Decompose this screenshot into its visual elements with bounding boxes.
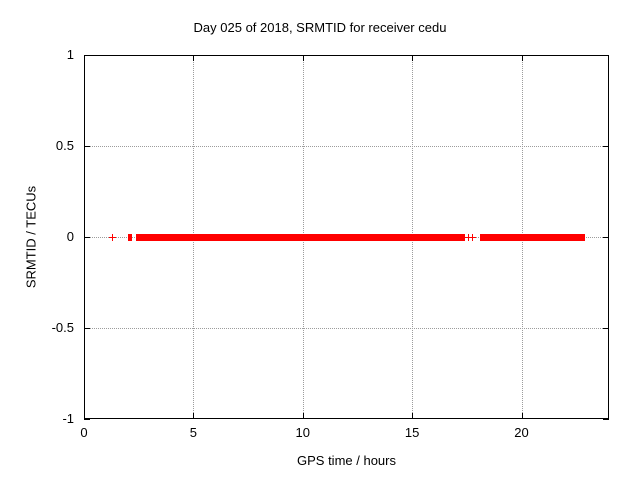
chart-title: Day 025 of 2018, SRMTID for receiver ced… bbox=[193, 20, 447, 35]
y-tick-label: 0 bbox=[66, 229, 74, 244]
y-tick-mark bbox=[603, 328, 609, 329]
y-tick-label: -1 bbox=[62, 411, 74, 426]
data-point-marker bbox=[469, 234, 477, 241]
y-tick-mark bbox=[84, 237, 90, 238]
data-segment bbox=[136, 234, 466, 241]
x-axis-label: GPS time / hours bbox=[297, 453, 396, 468]
data-point-marker bbox=[465, 234, 473, 241]
x-tick-mark bbox=[412, 55, 414, 61]
y-tick-mark bbox=[84, 146, 90, 147]
data-segment bbox=[479, 234, 585, 241]
plus-vertical-stroke bbox=[468, 234, 470, 241]
x-tick-mark bbox=[412, 413, 414, 419]
x-tick-label: 10 bbox=[295, 425, 310, 440]
y-tick-mark bbox=[84, 419, 90, 420]
y-gridline bbox=[84, 328, 609, 329]
plus-vertical-stroke bbox=[112, 234, 113, 241]
y-tick-label: 1 bbox=[66, 47, 74, 62]
y-tick-mark bbox=[603, 55, 609, 56]
y-tick-mark bbox=[84, 55, 90, 56]
y-tick-mark bbox=[603, 146, 609, 147]
x-tick-mark bbox=[193, 55, 195, 61]
data-point-marker bbox=[109, 234, 116, 241]
x-tick-mark bbox=[84, 55, 85, 61]
x-tick-mark bbox=[302, 55, 304, 61]
x-tick-mark bbox=[84, 413, 85, 419]
y-gridline bbox=[84, 146, 609, 147]
y-tick-mark bbox=[603, 237, 609, 238]
x-tick-label: 20 bbox=[514, 425, 529, 440]
x-tick-label: 15 bbox=[404, 425, 420, 440]
x-tick-label: 5 bbox=[189, 425, 197, 440]
data-segment bbox=[127, 234, 133, 241]
x-tick-mark bbox=[521, 413, 523, 419]
x-tick-mark bbox=[302, 413, 304, 419]
plot-area bbox=[84, 55, 609, 420]
y-tick-mark bbox=[603, 419, 609, 420]
plus-vertical-stroke bbox=[472, 234, 474, 241]
x-tick-mark bbox=[193, 413, 195, 419]
x-tick-mark bbox=[521, 55, 523, 61]
y-tick-label: 0.5 bbox=[55, 138, 74, 153]
y-tick-mark bbox=[84, 328, 90, 329]
x-tick-label: 0 bbox=[80, 425, 88, 440]
y-tick-label: -0.5 bbox=[51, 320, 74, 335]
